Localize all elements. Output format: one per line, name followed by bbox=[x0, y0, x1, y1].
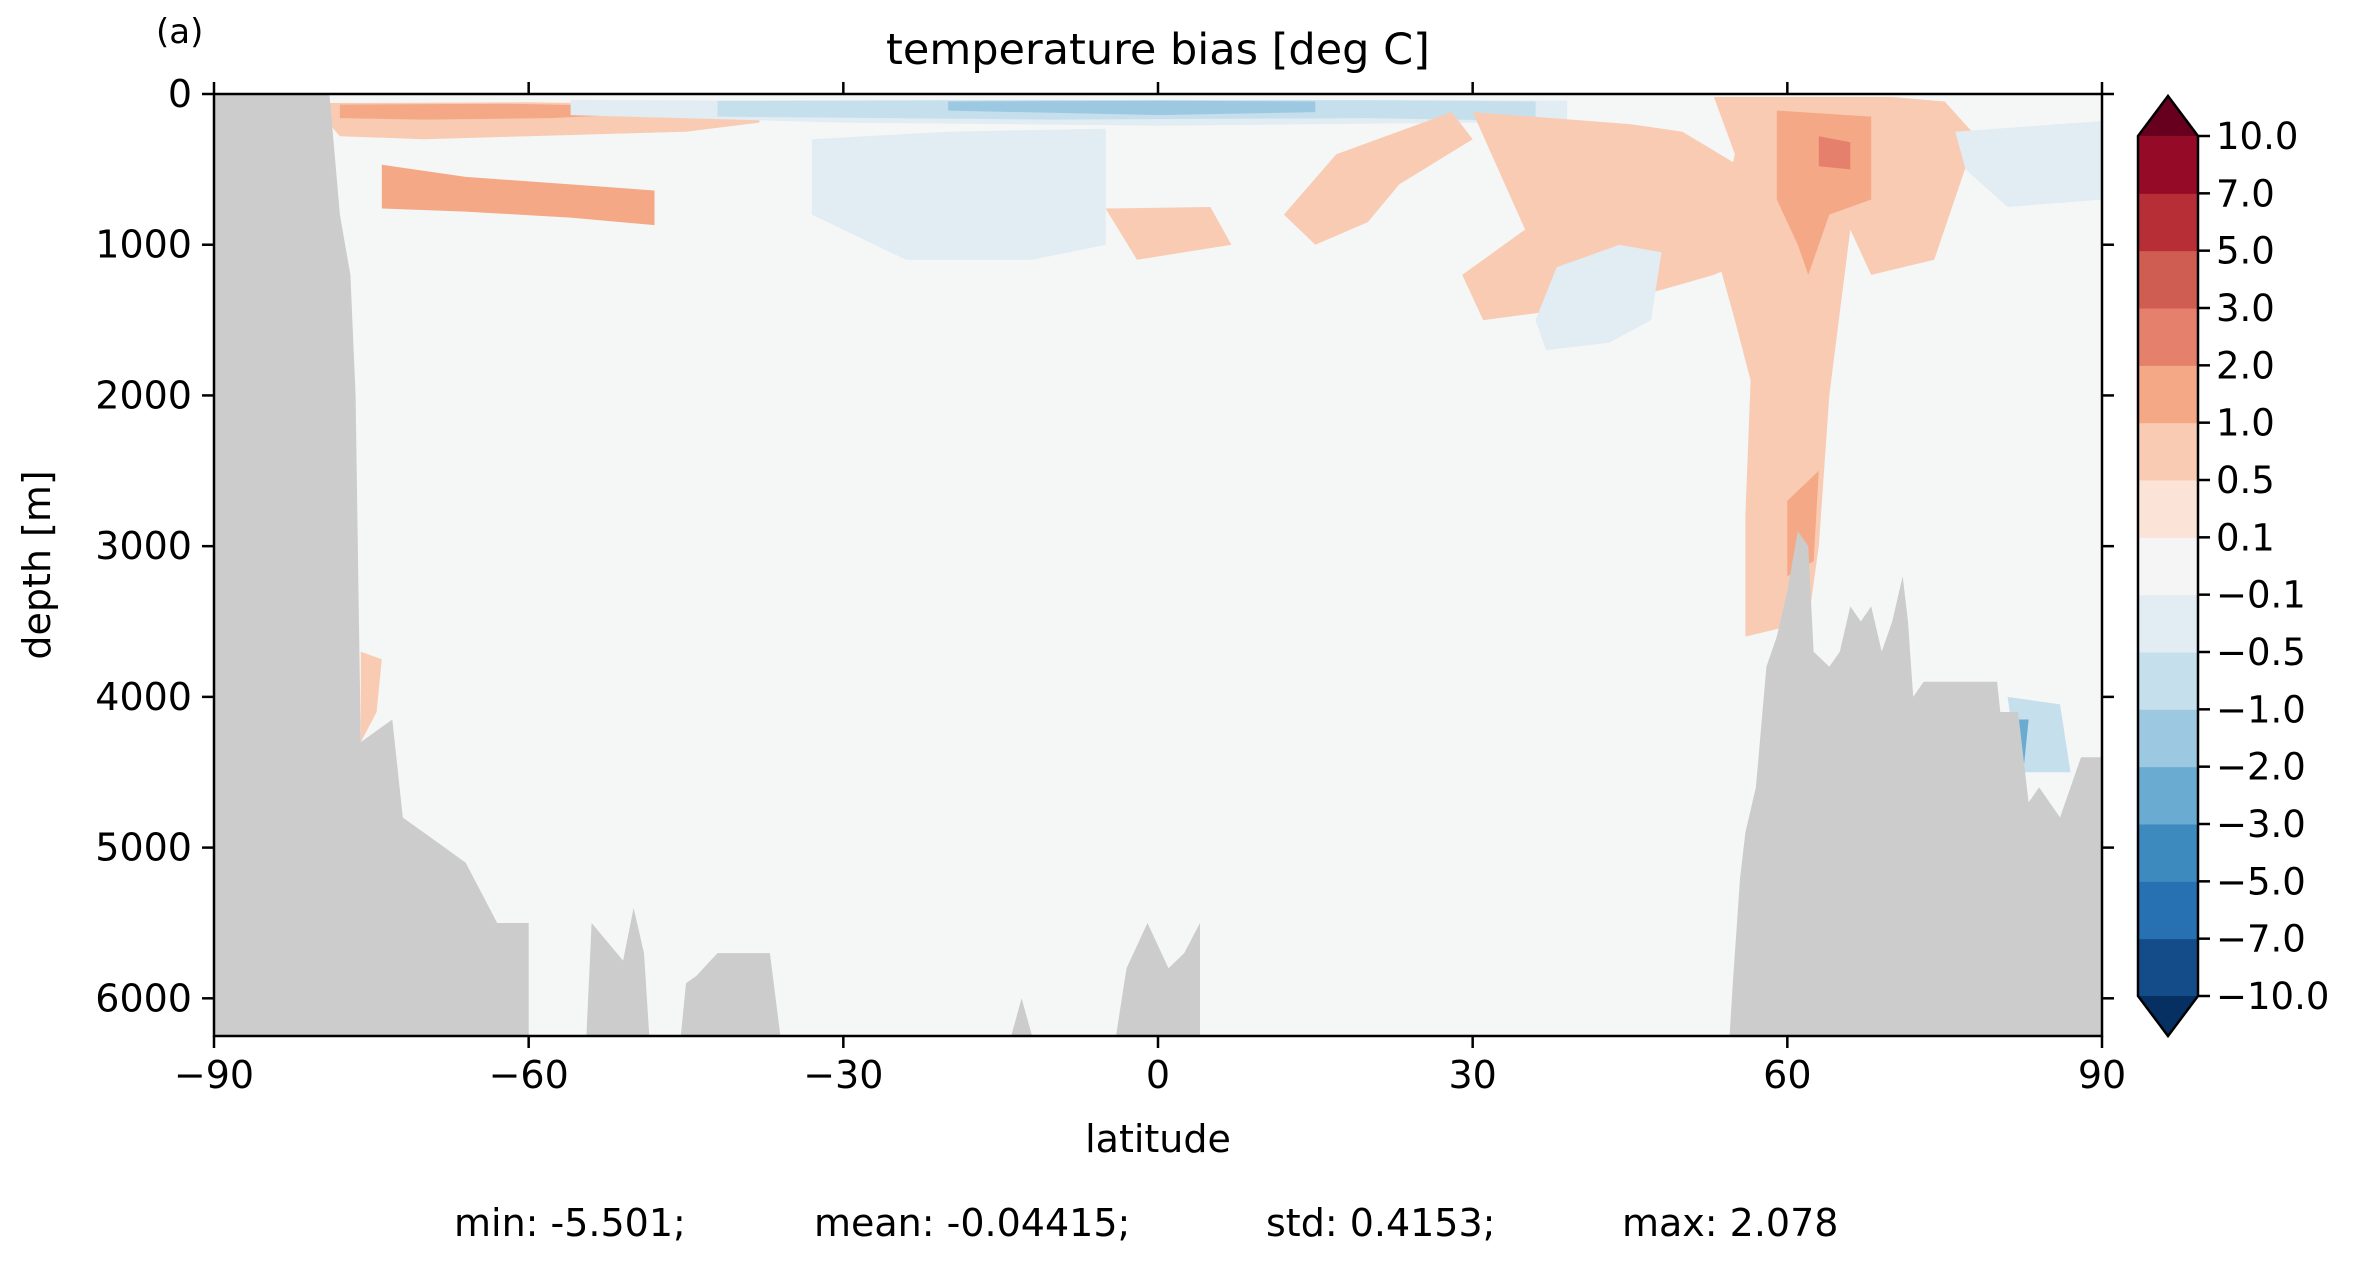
colorbar-extend-max bbox=[2138, 96, 2198, 136]
plot-area bbox=[214, 94, 2102, 1036]
bias-region-10 bbox=[1535, 244, 1662, 351]
colorbar-band bbox=[2138, 594, 2198, 653]
bias-region-2 bbox=[381, 164, 655, 226]
stat-std: std: 0.4153; bbox=[1266, 1201, 1495, 1245]
bias-region-18 bbox=[360, 651, 382, 743]
x-tick-label: 0 bbox=[1146, 1053, 1170, 1097]
colorbar-tick-label: −10.0 bbox=[2216, 975, 2329, 1018]
x-tick-label: −30 bbox=[803, 1053, 883, 1097]
chart-title: temperature bias [deg C] bbox=[886, 25, 1430, 75]
y-tick-label: 2000 bbox=[95, 373, 192, 417]
x-axis: −90 −60 −30 0 30 60 90 bbox=[174, 82, 2126, 1097]
colorbar-tick-label: −5.0 bbox=[2216, 860, 2306, 903]
bias-regions bbox=[329, 97, 2102, 773]
colorbar-band bbox=[2138, 938, 2198, 997]
colorbar-band bbox=[2138, 824, 2198, 882]
colorbar-tick-label: 1.0 bbox=[2216, 402, 2275, 445]
bias-region-8 bbox=[1283, 112, 1473, 245]
colorbar-tick-label: −0.5 bbox=[2216, 631, 2306, 674]
colorbar-band bbox=[2138, 308, 2198, 366]
colorbar-band bbox=[2138, 250, 2198, 309]
x-tick-label: −90 bbox=[174, 1053, 254, 1097]
x-tick-label: 60 bbox=[1763, 1053, 1811, 1097]
colorbar-band bbox=[2138, 766, 2198, 825]
colorbar-band bbox=[2138, 537, 2198, 596]
y-tick-label: 3000 bbox=[95, 524, 192, 568]
land-region-1 bbox=[586, 907, 650, 1036]
colorbar: −10.0 −7.0 −5.0 −3.0 −2.0 −1.0 −0.5 −0.1 0.1 0.5 1… bbox=[2136, 93, 2329, 1039]
colorbar-tick-label: 3.0 bbox=[2216, 287, 2275, 330]
land-region-0 bbox=[214, 94, 529, 1036]
land-region-5 bbox=[1729, 531, 2102, 1036]
panel-label: (a) bbox=[156, 12, 203, 52]
colorbar-band bbox=[2138, 881, 2198, 940]
y-tick-label: 0 bbox=[168, 72, 192, 116]
x-tick-label: 90 bbox=[2078, 1053, 2126, 1097]
colorbar-band bbox=[2138, 480, 2198, 538]
bias-region-11 bbox=[1713, 97, 1977, 637]
x-tick-label: 30 bbox=[1448, 1053, 1496, 1097]
colorbar-band bbox=[2138, 193, 2198, 252]
colorbar-tick-label: −2.0 bbox=[2216, 746, 2306, 789]
land-mask bbox=[214, 94, 2102, 1036]
colorbar-tick-label: 10.0 bbox=[2216, 115, 2298, 158]
stat-max: max: 2.078 bbox=[1622, 1201, 1838, 1245]
land-region-4 bbox=[1011, 998, 1033, 1036]
land-region-2 bbox=[680, 953, 781, 1036]
colorbar-tick-label: −0.1 bbox=[2216, 574, 2306, 617]
colorbar-tick-label: −7.0 bbox=[2216, 918, 2306, 961]
y-axis: 0 1000 2000 3000 4000 5000 6000 bbox=[95, 72, 2114, 1020]
colorbar-tick-label: 0.1 bbox=[2216, 516, 2275, 559]
y-axis-label: depth [m] bbox=[15, 470, 59, 659]
colorbar-tick-label: −3.0 bbox=[2216, 803, 2306, 846]
colorbar-tick-label: −1.0 bbox=[2216, 688, 2306, 731]
bias-region-5 bbox=[948, 100, 1316, 116]
colorbar-band bbox=[2138, 365, 2198, 424]
y-tick-label: 5000 bbox=[95, 826, 192, 870]
colorbar-extend-min bbox=[2138, 996, 2198, 1036]
bias-region-7 bbox=[811, 128, 1106, 260]
colorbar-band bbox=[2138, 652, 2198, 710]
x-axis-label: latitude bbox=[1085, 1117, 1231, 1161]
bias-region-13 bbox=[1818, 136, 1851, 170]
stat-min: min: -5.501; bbox=[454, 1201, 686, 1245]
bias-region-6 bbox=[1105, 207, 1232, 260]
y-tick-label: 1000 bbox=[95, 223, 192, 267]
colorbar-band bbox=[2138, 709, 2198, 768]
colorbar-band bbox=[2138, 136, 2198, 194]
colorbar-tick-label: 5.0 bbox=[2216, 230, 2275, 273]
colorbar-tick-label: 2.0 bbox=[2216, 344, 2275, 387]
colorbar-tick-label: 7.0 bbox=[2216, 172, 2275, 215]
colorbar-band bbox=[2138, 422, 2198, 481]
x-tick-label: −60 bbox=[489, 1053, 569, 1097]
colorbar-tick-label: 0.5 bbox=[2216, 459, 2275, 502]
land-region-3 bbox=[1116, 923, 1200, 1036]
y-tick-label: 6000 bbox=[95, 976, 192, 1020]
stat-mean: mean: -0.04415; bbox=[814, 1201, 1130, 1245]
bias-region-15 bbox=[1955, 121, 2102, 207]
y-tick-label: 4000 bbox=[95, 675, 192, 719]
